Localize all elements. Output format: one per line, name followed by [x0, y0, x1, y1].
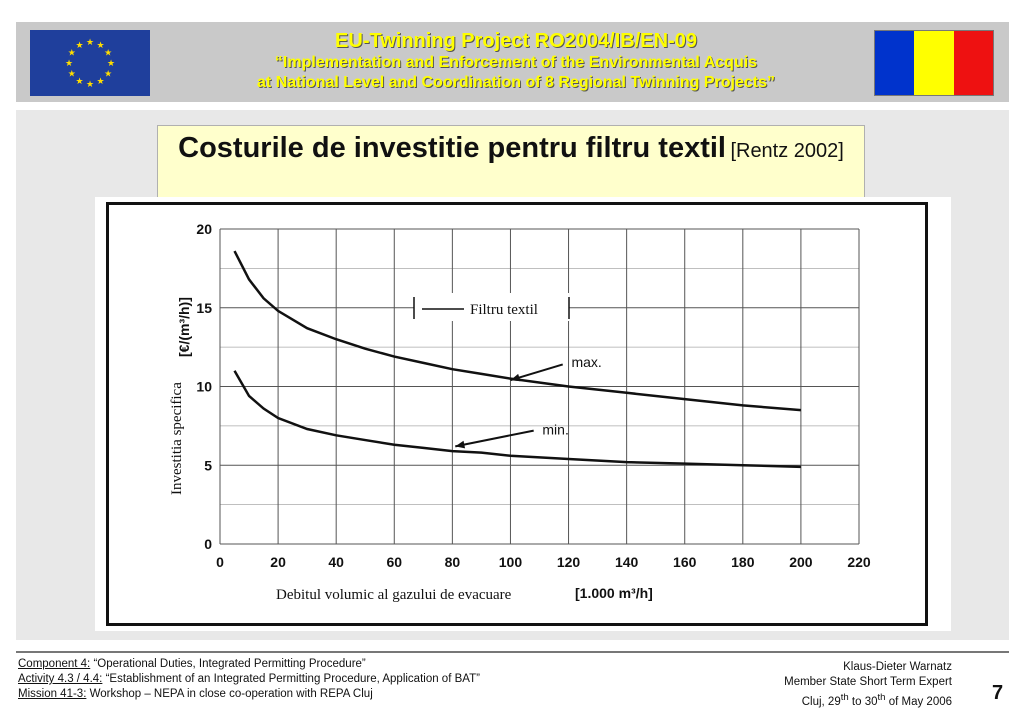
x-tick-label: 60	[386, 554, 402, 570]
x-tick-label: 200	[789, 554, 813, 570]
y-tick-label: 15	[196, 300, 212, 316]
footer-expert-role: Member State Short Term Expert	[784, 676, 952, 688]
header-subtitle-line2: at National Level and Coordination of 8 …	[257, 74, 775, 91]
annotation-arrowhead	[455, 440, 466, 449]
x-tick-label: 100	[499, 554, 523, 570]
header-banner: ★ ★ ★ ★ ★ ★ ★ ★ ★ ★ ★ ★ EU-Twinning Project RO2004/…	[16, 22, 1009, 102]
x-tick-label: 20	[270, 554, 286, 570]
y-tick-label: 20	[196, 221, 212, 237]
y-tick-label: 5	[204, 457, 212, 473]
legend-entry-filtru-textil: Filtru textil	[470, 302, 538, 318]
header-subtitle-line1: “Implementation and Enforcement of the E…	[274, 54, 758, 71]
x-tick-label: 160	[673, 554, 697, 570]
x-tick-label: 220	[847, 554, 871, 570]
y-axis-label: Investitia specifica	[169, 382, 185, 495]
annotation-label-max: max.	[571, 354, 601, 370]
x-tick-label: 140	[615, 554, 639, 570]
slide-title: Costurile de investitie pentru filtru te…	[178, 132, 726, 164]
eu-star-icon: ★	[86, 79, 94, 89]
footer-right: Klaus-Dieter Warnatz Member State Short …	[784, 660, 952, 710]
x-tick-label: 80	[445, 554, 461, 570]
x-tick-label: 0	[216, 554, 224, 570]
header-project-title: EU-Twinning Project RO2004/IB/EN-09	[335, 30, 697, 52]
footer-expert-name: Klaus-Dieter Warnatz	[843, 661, 952, 673]
x-tick-label: 180	[731, 554, 755, 570]
footer-date: Cluj, 29th to 30th of May 2006	[801, 692, 952, 708]
page-number: 7	[992, 682, 1004, 704]
x-axis-label: Debitul volumic al gazului de evacuare	[276, 587, 512, 603]
y-axis-unit: [€/(m³/h)]	[176, 297, 192, 357]
chart-series	[233, 250, 802, 469]
footer-divider	[16, 651, 1009, 653]
eu-star-icon: ★	[75, 76, 83, 86]
footer-component: Component 4: “Operational Duties, Integr…	[18, 658, 366, 670]
annotation-arrow	[455, 429, 534, 448]
chart-annotations: max. min.	[455, 354, 602, 449]
eu-star-icon: ★	[68, 48, 76, 58]
x-tick-labels: 0 20 40 60 80 100 120 140 160 180 200 220	[216, 554, 871, 570]
footer-activity: Activity 4.3 / 4.4: “Establishment of an…	[18, 673, 480, 685]
annotation-label-min: min.	[542, 422, 568, 438]
eu-star-icon: ★	[96, 40, 104, 50]
legend: Filtru textil	[413, 293, 570, 321]
eu-star-icon: ★	[104, 69, 112, 79]
y-tick-label: 0	[204, 536, 212, 552]
eu-star-icon: ★	[104, 48, 112, 58]
footer-mission: Mission 41-3: Workshop – NEPA in close c…	[18, 688, 373, 700]
eu-star-icon: ★	[65, 58, 73, 68]
chart-background	[95, 197, 951, 631]
footer-left: Component 4: “Operational Duties, Integr…	[18, 657, 480, 702]
chart-frame: 0 5 10 15 20 0 20 40 60 80 100 120 140 160 180 200 220 …	[106, 202, 928, 626]
eu-star-icon: ★	[96, 76, 104, 86]
eu-star-icon: ★	[86, 37, 94, 47]
slide-title-ref: [Rentz 2002]	[730, 140, 844, 162]
series-line-min	[233, 370, 801, 469]
chart-grid	[219, 228, 860, 545]
x-tick-label: 40	[328, 554, 344, 570]
y-tick-label: 10	[196, 379, 212, 395]
y-tick-labels: 0 5 10 15 20	[196, 221, 212, 552]
eu-flag-icon: ★ ★ ★ ★ ★ ★ ★ ★ ★ ★ ★ ★	[30, 30, 150, 96]
x-axis-unit: [1.000 m³/h]	[575, 585, 653, 601]
x-tick-label: 120	[557, 554, 581, 570]
series-line-max	[233, 250, 802, 412]
romania-flag-icon	[874, 30, 994, 96]
eu-star-icon: ★	[75, 40, 83, 50]
eu-star-icon: ★	[68, 69, 76, 79]
eu-star-icon: ★	[107, 58, 115, 68]
annotation-arrowhead	[510, 373, 521, 382]
slide-title-box: Costurile de investitie pentru filtru te…	[157, 125, 865, 199]
